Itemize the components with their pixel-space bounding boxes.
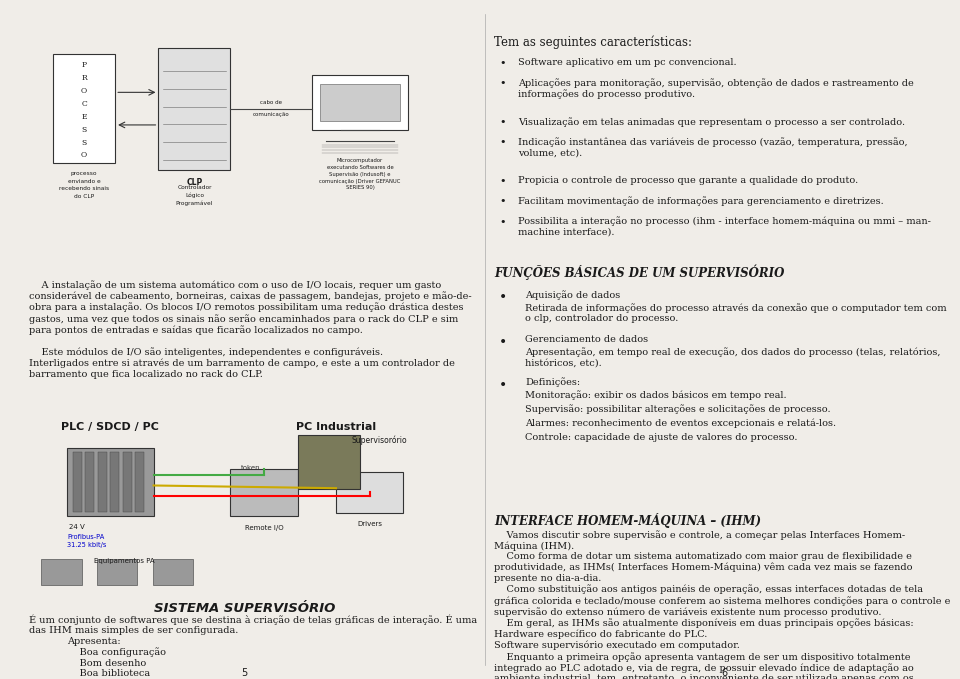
Text: S: S [82, 139, 86, 147]
Text: Retirada de informações do processo através da conexão que o computador tem com
: Retirada de informações do processo atra… [525, 303, 947, 323]
Text: Supervisão: possibilitar alterações e solicitações de processo.: Supervisão: possibilitar alterações e so… [525, 405, 830, 414]
FancyBboxPatch shape [67, 448, 154, 516]
Text: Tem as seguintes características:: Tem as seguintes características: [494, 35, 692, 49]
FancyBboxPatch shape [312, 75, 408, 130]
Text: Equipamentos PA: Equipamentos PA [94, 558, 156, 564]
Text: SISTEMA SUPERVISÓRIO: SISTEMA SUPERVISÓRIO [155, 602, 335, 614]
Text: Programável: Programável [176, 200, 213, 206]
Text: •: • [499, 117, 506, 127]
Text: Controle: capacidade de ajuste de valores do processo.: Controle: capacidade de ajuste de valore… [525, 433, 798, 442]
FancyBboxPatch shape [135, 452, 144, 512]
Text: 31.25 kbit/s: 31.25 kbit/s [67, 542, 107, 548]
Text: Controlador: Controlador [178, 185, 211, 190]
FancyBboxPatch shape [41, 559, 82, 585]
Text: A instalação de um sistema automático com o uso de I/O locais, requer um gasto
c: A instalação de um sistema automático co… [29, 280, 471, 335]
FancyBboxPatch shape [110, 452, 119, 512]
Text: Aplicações para monitoração, supervisão, obtenção de dados e rastreamento de
inf: Aplicações para monitoração, supervisão,… [518, 78, 914, 99]
FancyBboxPatch shape [85, 452, 94, 512]
Text: recebendo sinais: recebendo sinais [59, 186, 109, 191]
Text: Monitoração: exibir os dados básicos em tempo real.: Monitoração: exibir os dados básicos em … [525, 390, 787, 400]
Text: •: • [499, 58, 506, 68]
Text: Visualização em telas animadas que representam o processo a ser controlado.: Visualização em telas animadas que repre… [518, 117, 905, 126]
FancyBboxPatch shape [298, 435, 360, 489]
FancyBboxPatch shape [123, 452, 132, 512]
Text: INTERFACE HOMEM-MÁQUINA – (IHM): INTERFACE HOMEM-MÁQUINA – (IHM) [494, 513, 761, 528]
Text: Aquisição de dados: Aquisição de dados [525, 290, 620, 299]
FancyBboxPatch shape [158, 48, 230, 170]
Text: Supervisorório: Supervisorório [351, 436, 407, 445]
Text: •: • [499, 378, 508, 392]
FancyBboxPatch shape [336, 472, 403, 513]
Text: S: S [82, 126, 86, 134]
Text: Indicação instantânea das variáveis de processo (vazão, temperatura, pressão,
vo: Indicação instantânea das variáveis de p… [518, 137, 908, 158]
Text: comunicação (Driver GEFANUC: comunicação (Driver GEFANUC [320, 179, 400, 183]
Text: Lógico: Lógico [185, 193, 204, 198]
Text: C: C [82, 100, 86, 108]
Text: E: E [82, 113, 86, 121]
Text: Possibilita a interação no processo (ihm - interface homem-máquina ou mmi – man-: Possibilita a interação no processo (ihm… [518, 217, 931, 237]
Text: •: • [499, 335, 508, 349]
Text: 6: 6 [722, 668, 728, 678]
Text: FUNÇÕES BÁSICAS DE UM SUPERVISÓRIO: FUNÇÕES BÁSICAS DE UM SUPERVISÓRIO [494, 265, 784, 280]
Text: comunicação: comunicação [252, 112, 290, 117]
Text: P: P [82, 61, 86, 69]
Text: Gerenciamento de dados: Gerenciamento de dados [525, 335, 648, 344]
Text: 5: 5 [242, 668, 248, 678]
Text: •: • [499, 196, 506, 206]
Text: Software aplicativo em um pc convencional.: Software aplicativo em um pc convenciona… [518, 58, 737, 67]
Text: enviando e: enviando e [67, 179, 101, 183]
Text: SERIES 90): SERIES 90) [346, 185, 374, 190]
Text: Profibus-PA: Profibus-PA [67, 534, 105, 540]
Text: CLP: CLP [186, 178, 203, 187]
Text: Apresenta:
    Boa configuração
    Bom desenho
    Boa biblioteca
    Linguagem: Apresenta: Boa configuração Bom desenho … [67, 637, 234, 679]
Text: Microcomputador: Microcomputador [337, 158, 383, 163]
Text: PC Industrial: PC Industrial [296, 422, 376, 433]
Text: O: O [81, 151, 87, 160]
Text: •: • [499, 78, 506, 88]
Text: PLC / SDCD / PC: PLC / SDCD / PC [61, 422, 159, 433]
Text: Apresentação, em tempo real de execução, dos dados do processo (telas, relatório: Apresentação, em tempo real de execução,… [525, 348, 941, 368]
Text: Remote I/O: Remote I/O [245, 525, 283, 531]
Text: É um conjunto de softwares que se destina à criação de telas gráficas de interaç: É um conjunto de softwares que se destin… [29, 614, 477, 636]
Text: •: • [499, 217, 506, 227]
FancyBboxPatch shape [230, 469, 298, 516]
Text: Drivers: Drivers [357, 521, 382, 528]
Text: processo: processo [71, 171, 97, 176]
Text: Este módulos de I/O são inteligentes, independentes e configuráveis.
Interligado: Este módulos de I/O são inteligentes, in… [29, 348, 455, 379]
Text: •: • [499, 176, 506, 186]
FancyBboxPatch shape [97, 559, 137, 585]
FancyBboxPatch shape [153, 559, 193, 585]
Text: Propicia o controle de processo que garante a qualidade do produto.: Propicia o controle de processo que gara… [518, 176, 858, 185]
Text: R: R [82, 74, 86, 82]
Text: 24 V: 24 V [69, 524, 84, 530]
Text: Definições:: Definições: [525, 378, 580, 387]
Text: Facilitam movimentação de informações para gerenciamento e diretrizes.: Facilitam movimentação de informações pa… [518, 196, 884, 206]
Text: token: token [241, 464, 260, 471]
FancyBboxPatch shape [98, 452, 107, 512]
Text: executando Softwares de: executando Softwares de [326, 165, 394, 170]
Text: •: • [499, 290, 508, 304]
Text: Vamos discutir sobre supervisão e controle, a começar pelas Interfaces Homem-
Má: Vamos discutir sobre supervisão e contro… [494, 530, 950, 679]
Text: Alarmes: reconhecimento de eventos excepcionais e relatá-los.: Alarmes: reconhecimento de eventos excep… [525, 419, 836, 428]
Text: do CLP: do CLP [74, 194, 94, 198]
FancyBboxPatch shape [53, 54, 115, 163]
Text: •: • [499, 137, 506, 147]
Text: O: O [81, 87, 87, 95]
FancyBboxPatch shape [320, 84, 400, 121]
FancyBboxPatch shape [73, 452, 82, 512]
Text: cabo de: cabo de [260, 100, 282, 105]
Text: Supervisão (Indusoft) e: Supervisão (Indusoft) e [329, 172, 391, 177]
